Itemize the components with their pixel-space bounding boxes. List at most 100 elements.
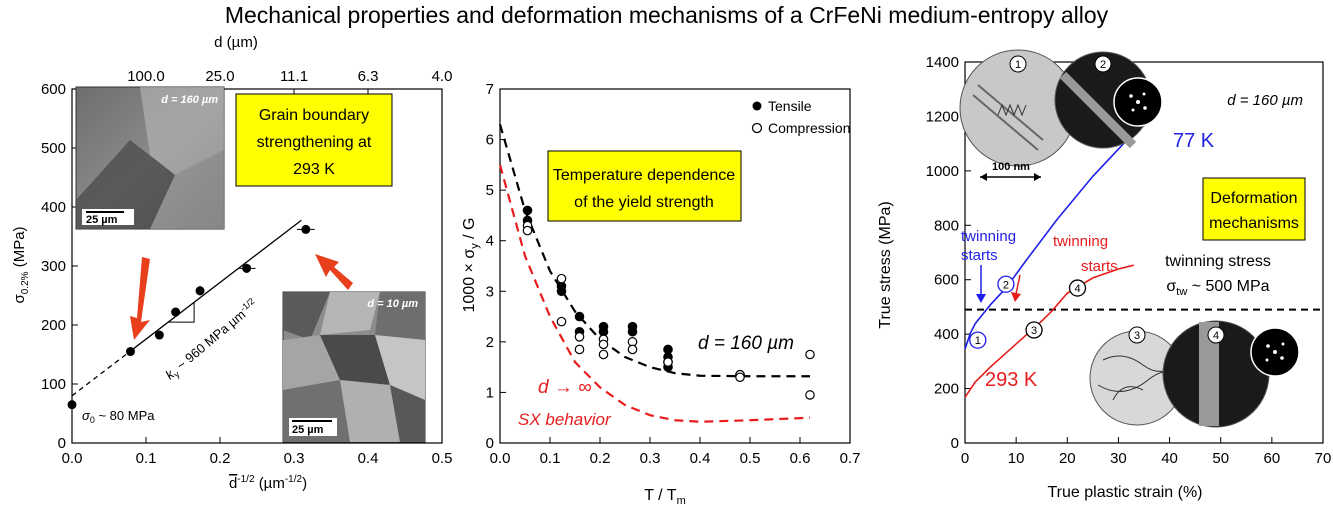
data-point (154, 330, 164, 340)
tem-inset-1: 1 (959, 49, 1077, 167)
compression-point (805, 390, 815, 400)
compression-point (598, 339, 609, 350)
x-tick-label: 70 (1315, 450, 1332, 467)
y-tick-label: 200 (41, 317, 66, 334)
inset-number: 4 (1213, 330, 1219, 342)
data-marks (67, 219, 315, 410)
data-point (195, 286, 205, 296)
inset-number: 1 (1015, 59, 1021, 71)
compression-point (663, 357, 673, 367)
top-axis-label: d (µm) (214, 34, 258, 51)
box-line-2: strengthening at (257, 134, 372, 151)
y-tick-label: 400 (934, 326, 959, 343)
tem-inset-4: 4 (1162, 320, 1300, 428)
legend-marker-compression (751, 122, 763, 134)
fit-curve (498, 124, 810, 378)
scale-bar: 100 nm (980, 161, 1041, 181)
y-tick-label: 7 (486, 81, 494, 98)
plot-frame (964, 61, 1324, 444)
curve-marker (1068, 279, 1087, 297)
legend-marker-tensile (752, 101, 762, 111)
y-tick-label: 300 (41, 258, 66, 275)
deformation-mechanisms-chart: 0 10 20 30 40 50 60 70 0 200 400 600 800 1000 1200 1400… (877, 49, 1332, 501)
x-tick-label: 40 (1161, 450, 1178, 467)
axes: 0.0 0.1 0.2 0.3 0.4 0.5 0 100 200 300 400 500 600 100… (41, 68, 452, 467)
inset-label: d = 160 µm (161, 94, 218, 106)
tem-inset-2: 2 (1054, 51, 1163, 149)
fit-line-dashed (71, 352, 128, 397)
temperature-dependence-chart: 0.0 0.1 0.2 0.3 0.4 0.5 0.6 0.7 0 1 2 3 4 5 6 7 Tensile… (461, 81, 860, 507)
x-tick-label: 20 (1059, 450, 1076, 467)
x-tick-label: 30 (1110, 450, 1127, 467)
inset-label: d = 10 µm (367, 298, 418, 310)
curve-markers: 1 2 3 4 (969, 275, 1087, 349)
twinning-stress-label: twinning stress (1165, 253, 1271, 270)
red-arrow-left (130, 257, 150, 340)
legend-label-tensile: Tensile (768, 98, 812, 114)
y-tick-label: 0 (951, 435, 959, 452)
top-tick-label: 11.1 (280, 68, 308, 85)
y-tick-label: 0 (58, 435, 66, 452)
box-line-1: Temperature dependence (553, 167, 735, 184)
x-tick-label: 0.1 (540, 450, 561, 467)
x-tick-label: 0.0 (62, 450, 83, 467)
y-tick-label: 500 (41, 140, 66, 157)
y-tick-label: 600 (934, 272, 959, 289)
x-tick-label: 0.2 (590, 450, 611, 467)
compression-point (735, 372, 745, 383)
curve-marker (969, 331, 987, 349)
page-title: Mechanical properties and deformation me… (224, 2, 1109, 28)
x-tick-label: 0.5 (740, 450, 761, 467)
plot-frame (499, 88, 851, 444)
data-point (125, 347, 135, 357)
tensile-point (627, 326, 638, 337)
legend-label-compression: Compression (768, 120, 850, 136)
tem-inset-3: 3 (1089, 326, 1185, 426)
twinning-starts-red: twinning (1053, 233, 1108, 250)
annotation-box: Grain boundary strengthening at 293 K (235, 93, 393, 187)
top-tick-label: 4.0 (432, 68, 453, 85)
compression-point (627, 344, 638, 355)
box-line-2: of the yield strength (574, 194, 714, 211)
inset-number: 2 (1100, 59, 1106, 71)
y-axis-label: True stress (MPa) (877, 201, 894, 328)
fit-curves (498, 124, 811, 423)
y-tick-label: 5 (486, 182, 494, 199)
twinning-arrow-blue (976, 265, 986, 303)
y-tick-label: 1000 (926, 163, 959, 180)
sigma-tw-label: σtw ~ 500 MPa (1166, 278, 1269, 298)
y-tick-label: 1 (486, 384, 494, 401)
sx-label: SX behavior (518, 410, 612, 429)
x-tick-label: 0.3 (284, 450, 305, 467)
y-tick-label: 800 (934, 217, 959, 234)
tensile-point (556, 286, 567, 297)
series-label-293k: 293 K (985, 369, 1038, 391)
compression-point (556, 273, 567, 284)
y-tick-label: 100 (41, 376, 66, 393)
axes: 0 10 20 30 40 50 60 70 0 200 400 600 800 1000 1200 1400 (926, 54, 1332, 467)
d160-label: d = 160 µm (698, 333, 794, 354)
data-point (67, 400, 77, 410)
x-tick-label: 60 (1264, 450, 1281, 467)
scale-bar-label: 25 µm (292, 424, 324, 436)
x-tick-label: 0 (961, 450, 969, 467)
compression-point (574, 331, 585, 342)
x-tick-label: 10 (1008, 450, 1025, 467)
y-tick-label: 6 (486, 132, 494, 149)
x-axis-label: d-1/2 (µm-1/2) (229, 474, 307, 492)
x-tick-label: 0.3 (640, 450, 661, 467)
data-marks (522, 205, 815, 400)
top-tick-label: 6.3 (358, 68, 379, 85)
series-label-77k: 77 K (1173, 130, 1215, 152)
y-tick-label: 0 (486, 435, 494, 452)
x-tick-label: 0.1 (136, 450, 157, 467)
twinning-starts-red-2: starts (1081, 258, 1118, 275)
fit-line-solid (127, 219, 302, 354)
x-tick-label: 0.6 (790, 450, 811, 467)
data-point (171, 307, 181, 317)
x-axis-label: True plastic strain (%) (1048, 484, 1203, 501)
x-tick-label: 50 (1212, 450, 1229, 467)
box-line-2: mechanisms (1209, 215, 1299, 232)
compression-point (805, 349, 815, 360)
fit-curve (498, 164, 811, 423)
